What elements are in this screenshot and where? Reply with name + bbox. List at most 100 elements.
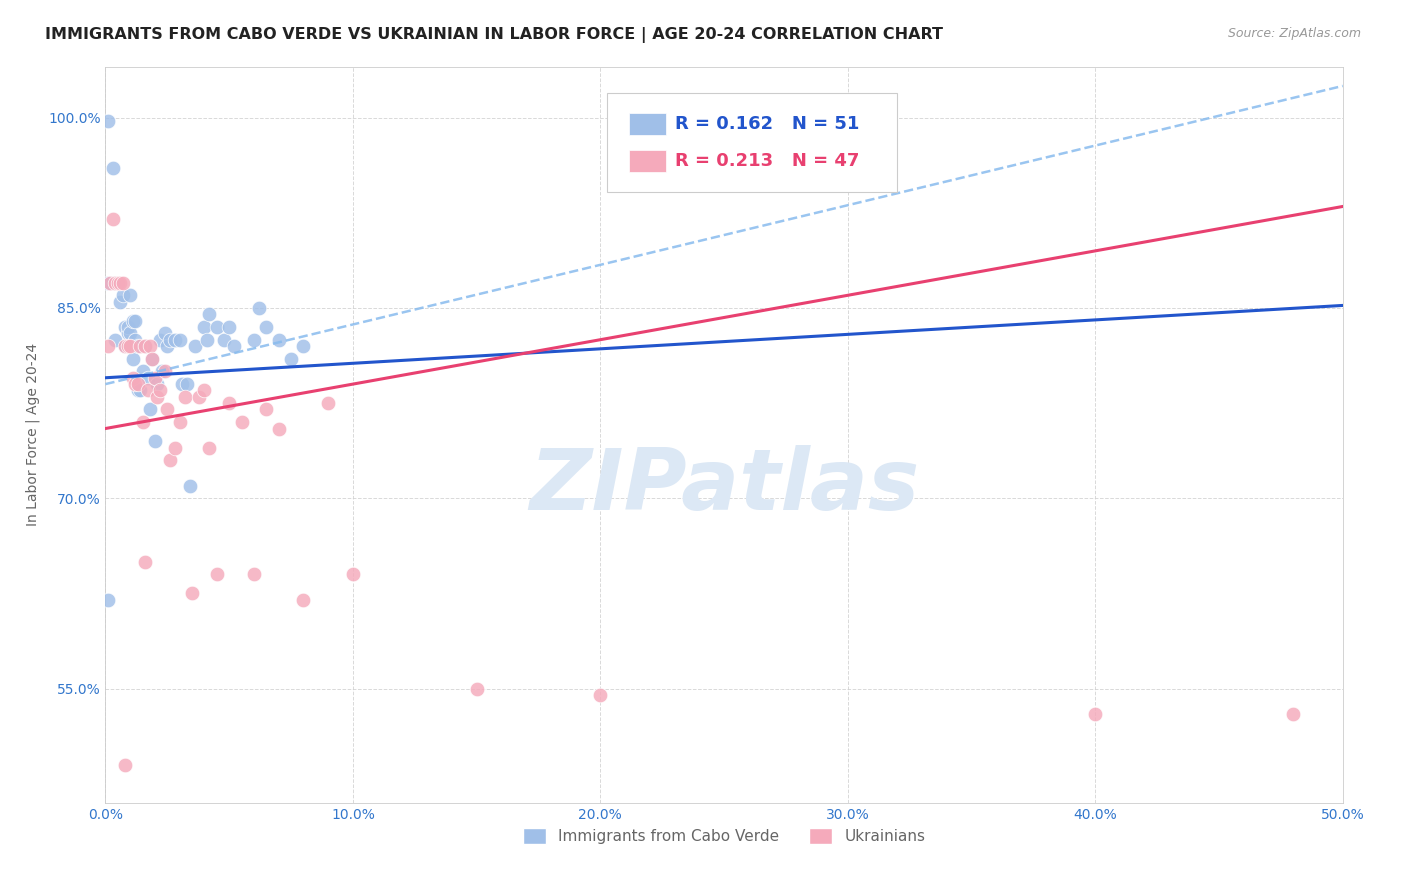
Point xyxy=(129,339,152,353)
Point xyxy=(224,339,246,353)
Point xyxy=(120,326,142,341)
Point xyxy=(801,114,824,128)
Point xyxy=(181,586,204,600)
Point xyxy=(762,114,785,128)
Point xyxy=(100,276,122,290)
Point xyxy=(188,390,211,404)
Point xyxy=(127,384,149,398)
Point xyxy=(1084,706,1107,721)
Point xyxy=(163,441,186,455)
Point xyxy=(176,377,198,392)
Point xyxy=(101,161,124,176)
Point xyxy=(205,320,228,334)
Point xyxy=(156,339,179,353)
Point xyxy=(589,688,612,702)
Point xyxy=(292,592,315,607)
Y-axis label: In Labor Force | Age 20-24: In Labor Force | Age 20-24 xyxy=(25,343,39,526)
Point xyxy=(267,333,290,347)
Point xyxy=(134,339,156,353)
Point xyxy=(149,333,172,347)
Point xyxy=(120,339,142,353)
Point xyxy=(110,294,132,309)
Point xyxy=(139,339,162,353)
Point xyxy=(117,320,139,334)
Point xyxy=(114,339,136,353)
Point xyxy=(218,396,240,410)
Point xyxy=(205,567,228,582)
Bar xyxy=(628,150,666,172)
Point xyxy=(198,307,221,321)
Point xyxy=(169,415,191,429)
Point xyxy=(131,364,153,378)
Point xyxy=(97,592,120,607)
Point xyxy=(136,384,159,398)
Point xyxy=(111,288,134,302)
Point xyxy=(212,333,235,347)
Point xyxy=(173,390,195,404)
Text: Source: ZipAtlas.com: Source: ZipAtlas.com xyxy=(1227,27,1361,40)
Text: R = 0.213   N = 47: R = 0.213 N = 47 xyxy=(675,153,859,170)
Point xyxy=(124,377,146,392)
Point xyxy=(156,402,179,417)
Point xyxy=(141,351,163,366)
Point xyxy=(243,567,266,582)
Point xyxy=(131,415,153,429)
Point xyxy=(169,333,191,347)
Point xyxy=(134,555,156,569)
Point xyxy=(121,313,143,327)
Point xyxy=(111,276,134,290)
Point xyxy=(193,384,215,398)
Point xyxy=(143,370,166,384)
Point xyxy=(127,339,149,353)
Point xyxy=(101,276,124,290)
Point xyxy=(824,114,846,128)
Point xyxy=(124,313,146,327)
Point xyxy=(1282,706,1305,721)
Point xyxy=(280,351,302,366)
Point xyxy=(114,339,136,353)
Point xyxy=(141,351,163,366)
Text: ZIPatlas: ZIPatlas xyxy=(529,445,920,528)
Point xyxy=(153,326,176,341)
Point xyxy=(97,114,120,128)
Point xyxy=(101,212,124,227)
Text: R = 0.162   N = 51: R = 0.162 N = 51 xyxy=(675,115,859,133)
Point xyxy=(243,333,266,347)
Point xyxy=(465,681,488,696)
Legend: Immigrants from Cabo Verde, Ukrainians: Immigrants from Cabo Verde, Ukrainians xyxy=(516,822,932,850)
Point xyxy=(172,377,194,392)
Point xyxy=(121,351,143,366)
Point xyxy=(762,114,785,128)
Point xyxy=(782,114,804,128)
Point xyxy=(153,364,176,378)
Point xyxy=(742,114,765,128)
Point xyxy=(139,402,162,417)
Point xyxy=(193,320,215,334)
Point xyxy=(179,478,201,492)
Point xyxy=(121,370,143,384)
Point xyxy=(136,370,159,384)
Point xyxy=(107,276,129,290)
Point xyxy=(127,377,149,392)
Point xyxy=(782,114,804,128)
Point xyxy=(183,339,205,353)
Point xyxy=(342,567,364,582)
Point xyxy=(292,339,315,353)
Point xyxy=(114,320,136,334)
Point xyxy=(129,384,152,398)
Point xyxy=(218,320,240,334)
Point xyxy=(97,339,120,353)
Point xyxy=(104,333,127,347)
Point xyxy=(143,434,166,449)
Point xyxy=(97,276,120,290)
Point xyxy=(124,333,146,347)
Point xyxy=(267,421,290,435)
Point xyxy=(316,396,339,410)
Point xyxy=(159,453,181,467)
Point xyxy=(159,333,181,347)
Point xyxy=(114,757,136,772)
Point xyxy=(104,276,127,290)
Point xyxy=(231,415,253,429)
Point xyxy=(195,333,218,347)
Point xyxy=(198,441,221,455)
